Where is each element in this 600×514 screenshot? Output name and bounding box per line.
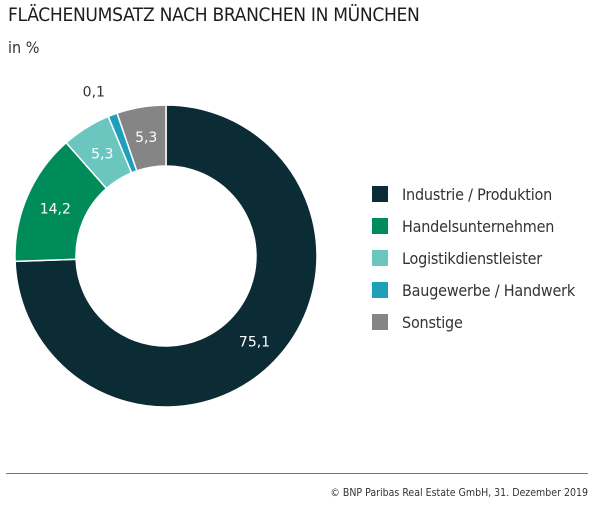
slice-label: 75,1	[239, 334, 270, 350]
legend-swatch	[372, 186, 388, 202]
legend-label: Industrie / Produktion	[402, 184, 553, 204]
divider	[6, 473, 588, 474]
legend-label: Handelsunternehmen	[402, 216, 555, 236]
chart-subtitle: in %	[8, 38, 40, 57]
legend-swatch	[372, 314, 388, 330]
chart-title: FLÄCHENUMSATZ NACH BRANCHEN IN MÜNCHEN	[8, 4, 420, 26]
slice-0	[14, 104, 318, 408]
legend: Industrie / Produktion Handelsunternehmen…	[372, 178, 575, 338]
slice-label: 5,3	[91, 147, 113, 163]
legend-swatch	[372, 282, 388, 298]
slice-4	[116, 104, 167, 172]
legend-swatch	[372, 250, 388, 266]
legend-label: Sonstige	[402, 312, 463, 332]
legend-item: Industrie / Produktion	[372, 178, 575, 210]
legend-item: Baugewerbe / Handwerk	[372, 274, 575, 306]
slice-label: 0,1	[83, 84, 105, 100]
slice-label: 14,2	[40, 201, 71, 217]
legend-swatch	[372, 218, 388, 234]
legend-label: Logistikdienstleister	[402, 248, 542, 268]
legend-item: Logistikdienstleister	[372, 242, 575, 274]
donut-chart: 75,1 14,2 5,3 0,1 5,3	[14, 84, 318, 408]
legend-item: Sonstige	[372, 306, 575, 338]
copyright-footer: © BNP Paribas Real Estate GmbH, 31. Deze…	[330, 487, 588, 499]
slice-label: 5,3	[135, 130, 157, 146]
legend-item: Handelsunternehmen	[372, 210, 575, 242]
legend-label: Baugewerbe / Handwerk	[402, 280, 575, 300]
